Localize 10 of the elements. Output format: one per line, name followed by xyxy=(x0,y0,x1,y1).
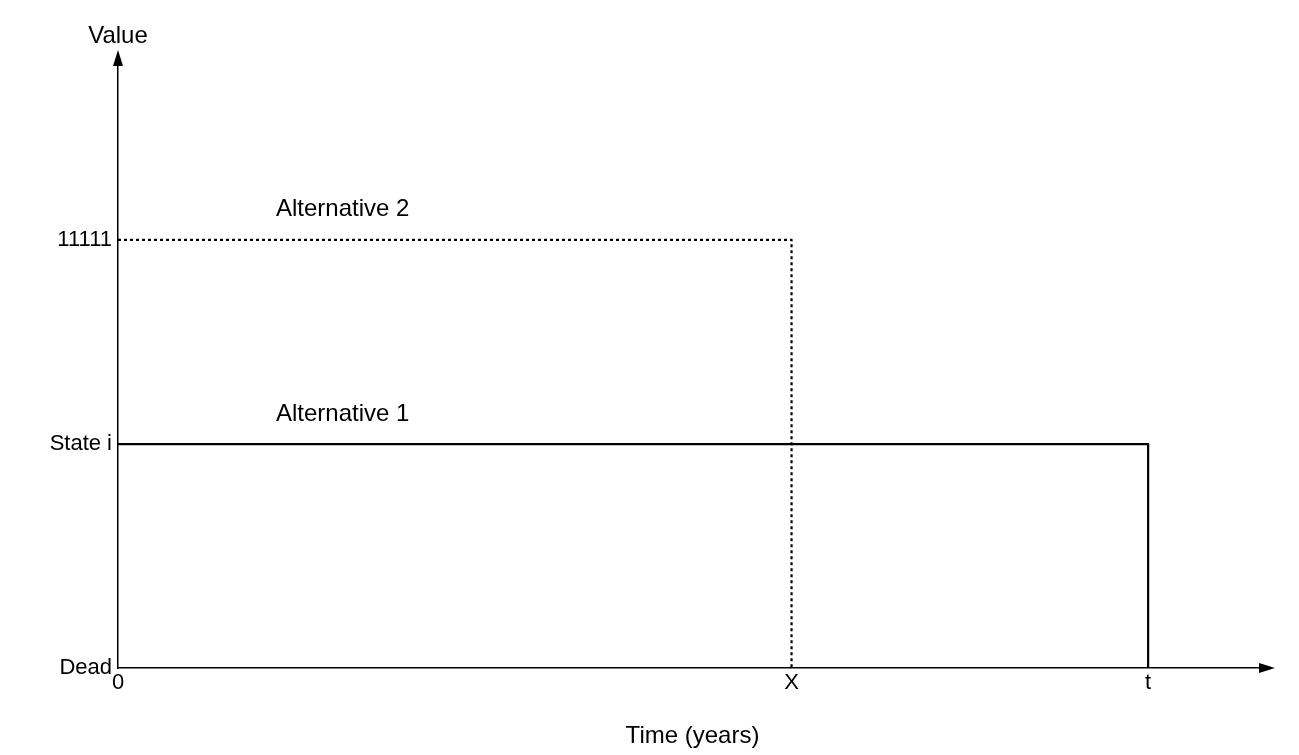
series-label: Alternative 1 xyxy=(276,398,410,426)
text: Dead xyxy=(59,654,112,680)
x-axis-title: Time (years) xyxy=(625,721,760,749)
x-tick-label: 0 xyxy=(111,669,125,695)
x-tick-label: t xyxy=(1145,669,1152,695)
x-tick-label: X xyxy=(784,669,800,695)
text: State i xyxy=(49,430,112,456)
text: Value xyxy=(88,20,148,48)
text: 11111 xyxy=(57,225,112,251)
series-label: Alternative 2 xyxy=(276,194,410,222)
